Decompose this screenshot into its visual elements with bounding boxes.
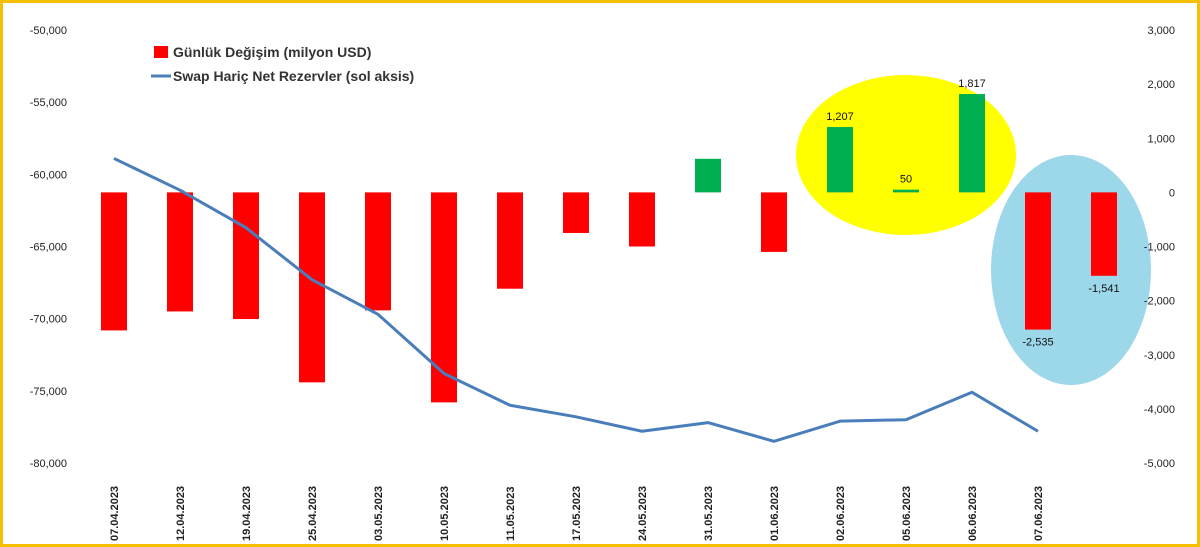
legend-label-daily-change: Günlük Değişim (milyon USD) <box>173 44 371 60</box>
left-tick-label: -80,000 <box>30 458 67 470</box>
x-tick-label: 06.06.2023 <box>967 486 979 541</box>
bar-11 <box>827 127 853 193</box>
x-tick-label: 17.05.2023 <box>571 486 583 541</box>
data-label: -2,535 <box>1022 337 1053 349</box>
bar-15 <box>1091 192 1117 276</box>
right-tick-label: -5,000 <box>1144 458 1175 470</box>
data-label: 50 <box>900 174 912 186</box>
x-tick-label: 01.06.2023 <box>769 486 781 541</box>
right-tick-label: -4,000 <box>1144 404 1175 416</box>
right-tick-label: 1,000 <box>1147 133 1175 145</box>
bar-0 <box>101 192 127 331</box>
x-tick-label: 19.04.2023 <box>241 486 253 541</box>
bar-4 <box>365 192 391 311</box>
data-label: 1,207 <box>826 111 854 123</box>
x-tick-label: 12.04.2023 <box>175 486 187 541</box>
x-tick-label: 25.04.2023 <box>307 486 319 541</box>
legend-label-reserves: Swap Hariç Net Rezervler (sol aksis) <box>173 68 414 84</box>
legend-swatch-daily-change <box>154 46 168 58</box>
bar-10 <box>761 192 787 252</box>
bar-2 <box>233 192 259 320</box>
blue-highlight <box>991 155 1151 385</box>
x-axis: 07.04.2023 12.04.2023 19.04.2023 25.04.2023… <box>109 486 1045 541</box>
right-tick-label: -1,000 <box>1144 242 1175 254</box>
left-tick-label: -50,000 <box>30 25 67 37</box>
data-label-layer: 1,207 50 1,817 -2,535 -1,541 <box>826 78 1119 349</box>
left-tick-label: -55,000 <box>30 97 67 109</box>
bar-9 <box>695 158 721 193</box>
x-tick-label: 03.05.2023 <box>373 486 385 541</box>
data-label: -1,541 <box>1088 283 1119 295</box>
line-layer <box>113 157 1039 443</box>
data-label: 1,817 <box>958 78 986 90</box>
bar-5 <box>431 192 457 403</box>
x-tick-label: 31.05.2023 <box>703 486 715 541</box>
right-tick-label: -3,000 <box>1144 350 1175 362</box>
left-axis: -80,000 -75,000 -70,000 -65,000 -60,000 -55,0… <box>30 25 67 470</box>
left-tick-label: -75,000 <box>30 386 67 398</box>
left-tick-label: -70,000 <box>30 314 67 326</box>
x-tick-label: 11.05.2023 <box>505 487 517 541</box>
right-tick-label: 0 <box>1169 187 1175 199</box>
x-tick-label: 10.05.2023 <box>439 486 451 541</box>
legend: Günlük Değişim (milyon USD) Swap Hariç N… <box>151 44 414 84</box>
bar-14 <box>1025 192 1051 330</box>
bar-3 <box>299 192 325 383</box>
left-tick-label: -65,000 <box>30 242 67 254</box>
right-tick-label: 3,000 <box>1147 25 1175 37</box>
x-tick-label: 07.06.2023 <box>1033 486 1045 541</box>
right-tick-label: -2,000 <box>1144 296 1175 308</box>
x-tick-label: 05.06.2023 <box>901 486 913 541</box>
bar-8 <box>629 192 655 247</box>
left-tick-label: -60,000 <box>30 169 67 181</box>
bar-7 <box>563 192 589 233</box>
x-tick-label: 24.05.2023 <box>637 486 649 541</box>
right-tick-label: 2,000 <box>1147 79 1175 91</box>
combo-chart: -80,000 -75,000 -70,000 -65,000 -60,000 -55,0… <box>30 25 1175 541</box>
right-axis: -5,000 -4,000 -3,000 -2,000 -1,000 0 1,000 2,00… <box>1144 25 1175 470</box>
bar-12 <box>893 189 919 193</box>
bar-6 <box>497 192 523 289</box>
bar-1 <box>167 192 193 312</box>
x-tick-label: 07.04.2023 <box>109 486 121 541</box>
reserves-line <box>113 157 1039 443</box>
bar-13 <box>959 94 985 193</box>
x-tick-label: 02.06.2023 <box>835 486 847 541</box>
bar-layer <box>101 94 1117 403</box>
